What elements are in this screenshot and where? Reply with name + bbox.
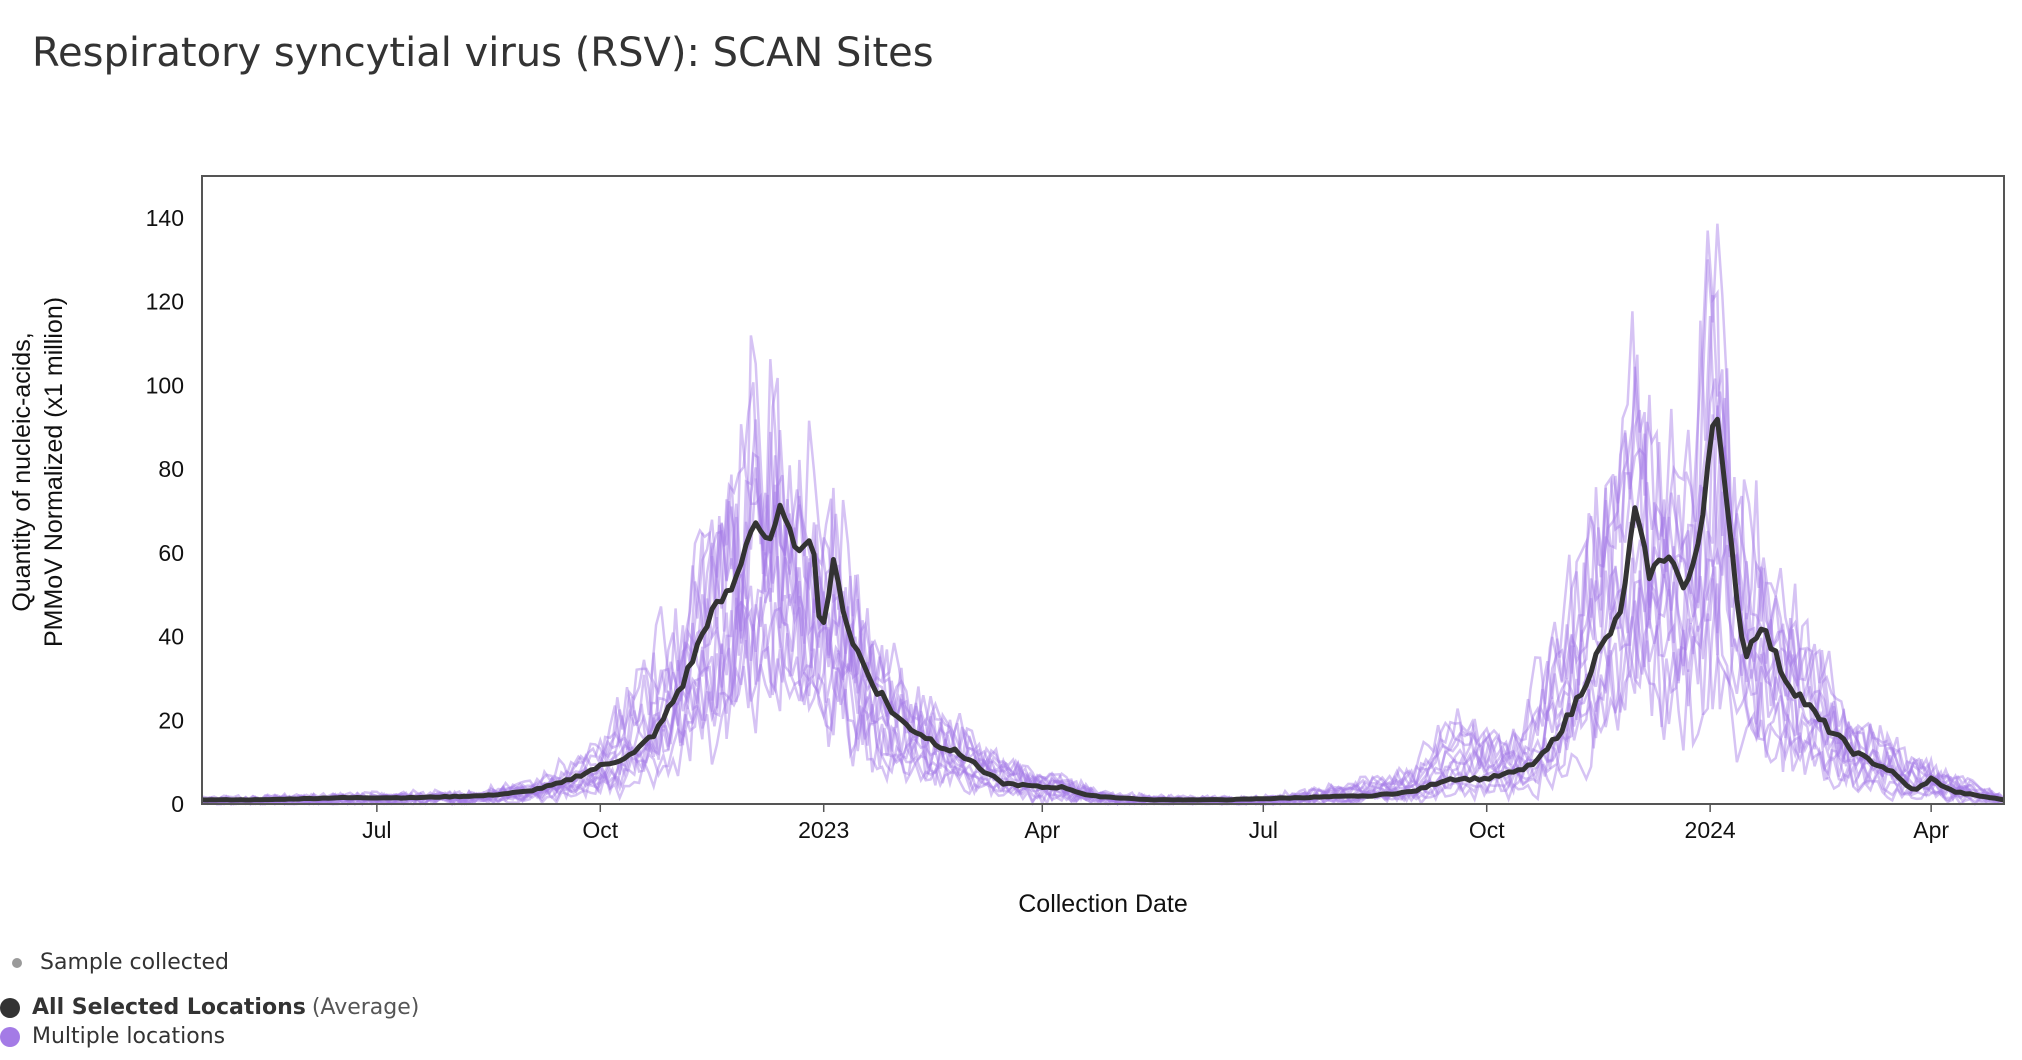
x-tick-label: Oct <box>582 817 618 843</box>
location-series-line <box>201 223 2006 806</box>
location-series-line <box>203 354 2002 806</box>
location-series-line <box>201 531 1995 806</box>
location-series-line <box>203 566 2002 807</box>
x-axis: Jul Oct 2023 Apr Jul Oct 2024 Apr <box>362 804 1949 843</box>
x-tick-label: 2023 <box>798 817 849 843</box>
y-tick-label: 60 <box>158 540 184 566</box>
y-tick-label: 0 <box>171 791 184 817</box>
location-series-line <box>201 230 2000 807</box>
y-tick-label: 120 <box>146 289 184 315</box>
x-tick-label: 2024 <box>1685 817 1736 843</box>
legend-locations-label: Multiple locations <box>32 1024 226 1049</box>
x-tick-label: Jul <box>362 817 391 843</box>
x-axis-label: Collection Date <box>1018 890 1188 918</box>
legend-average-suffix: (Average) <box>311 995 420 1020</box>
legend-item-average: All Selected Locations (Average) <box>0 995 419 1020</box>
y-tick-label: 80 <box>158 456 184 482</box>
plot-frame <box>201 175 2005 805</box>
y-tick-label: 20 <box>158 707 184 733</box>
y-tick-label: 100 <box>146 372 184 398</box>
y-axis-label-line-2: PMMoV Normalized (x1 million) <box>40 297 68 647</box>
y-tick-label: 40 <box>158 624 184 650</box>
average-dot-icon <box>0 997 20 1018</box>
legend-item-locations: Multiple locations <box>0 1024 225 1049</box>
x-tick-label: Apr <box>1913 817 1949 843</box>
x-tick-label: Oct <box>1469 817 1505 843</box>
y-axis-label-line-1: Quantity of nucleic-acids, <box>8 332 36 611</box>
y-tick-label: 140 <box>146 205 184 231</box>
location-series-line <box>201 539 2000 807</box>
legend-sample-label: Sample collected <box>40 950 230 975</box>
sample-dot-icon <box>12 957 22 968</box>
legend-average-label: All Selected Locations <box>32 995 306 1020</box>
location-series-line <box>201 294 2000 806</box>
chart-title: Respiratory syncytial virus (RSV): SCAN … <box>32 30 934 76</box>
x-tick-label: Jul <box>1249 817 1278 843</box>
average-series-line <box>201 416 2005 803</box>
legend-item-sample: Sample collected <box>12 950 229 975</box>
locations-dot-icon <box>0 1026 20 1047</box>
x-tick-label: Apr <box>1024 817 1060 843</box>
average-line-group <box>201 416 2005 803</box>
location-series-line <box>203 311 1998 805</box>
location-lines <box>201 223 2006 807</box>
y-axis: 0 20 40 60 80 100 120 140 <box>146 205 184 817</box>
